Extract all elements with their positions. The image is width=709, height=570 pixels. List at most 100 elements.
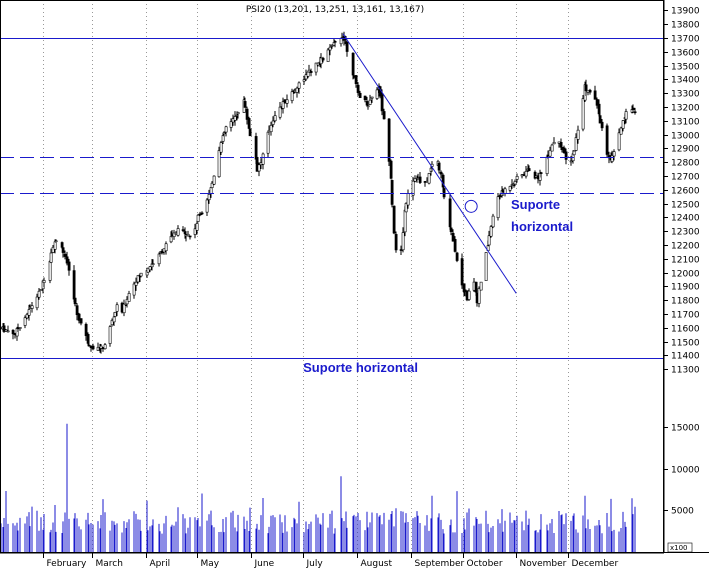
candle-body [442,188,446,198]
price-tick-label: 12600 [671,187,700,197]
candle-body [84,323,88,336]
candle-body [404,203,408,213]
candle-body [302,79,306,82]
candle-body [617,132,621,151]
candle-body [539,172,543,174]
candle-body [496,196,500,219]
candle-body [86,334,90,344]
trendline [342,33,517,294]
annotation-text: Suporte [511,197,560,212]
candle-body [278,106,282,118]
candle-body [233,116,237,121]
candle-body [595,99,599,106]
candle-body [345,42,349,52]
volume-panel [0,423,636,552]
candle-body [127,293,131,302]
candle-body [196,214,200,222]
month-label: June [254,559,275,569]
candle-body [460,258,464,286]
candle-body [108,326,112,344]
candle-body [363,95,367,101]
candle-body [183,231,187,235]
candle-body [103,344,107,350]
month-label: September [415,559,465,569]
candle-body [273,115,277,122]
candle-body [212,175,216,185]
support-resistance-lines [0,33,664,360]
candle-body [581,98,585,130]
candle-body [6,330,10,333]
candle-body [295,87,299,93]
month-label: October [467,559,503,569]
price-tick-label: 13100 [671,118,700,128]
month-label: August [361,559,393,569]
candle-body [351,52,355,76]
candle-body [221,135,225,142]
candle-body [37,290,41,298]
candle-body [113,312,117,317]
candle-body [290,91,294,101]
candle-body [186,233,190,237]
candle-body [198,213,202,216]
candle-body [413,178,417,182]
candle-body [297,82,301,89]
candle-body [285,99,289,104]
candle-body [23,317,27,326]
month-label: November [520,559,567,569]
candle-body [72,270,76,300]
candle-body [271,120,275,125]
candle-body [474,281,478,293]
candle-body [365,101,369,106]
smiley-marker [464,199,478,213]
candle-body [304,74,308,80]
candle-body [572,150,576,156]
candle-body [451,232,455,242]
candle-body [245,108,249,120]
month-label: March [96,559,123,569]
candle-body [314,62,318,73]
candle-body [110,320,114,326]
candle-body [455,252,459,261]
price-tick-label: 13700 [671,35,700,45]
candle-body [75,305,79,316]
candle-body [79,318,83,324]
candle-body [515,176,519,180]
candle-body [382,111,386,120]
candle-body [387,118,391,162]
candle-body [306,71,310,77]
candle-body [598,115,602,124]
candle-body [588,89,592,93]
candle-body [48,260,52,281]
candle-body [498,195,502,198]
candle-body [169,236,173,243]
candle-body [527,168,531,172]
candle-body [247,118,251,129]
candle-body [448,198,452,228]
candle-body [390,180,394,205]
candle-body [467,290,471,300]
volume-unit-label: x100 [670,544,688,552]
price-tick-label: 12300 [671,228,700,238]
candle-body [18,327,22,329]
plot-frame [0,0,664,554]
price-tick-label: 12800 [671,159,700,169]
candle-body [112,316,116,323]
candle-body [610,155,614,162]
price-tick-label: 12700 [671,173,700,183]
grid-layer [43,0,569,552]
candle-body [513,181,517,185]
annotation-text: Suporte horizontal [303,360,418,375]
price-panel [0,31,637,354]
price-tick-label: 13300 [671,90,700,100]
candle-body [30,305,34,309]
price-tick-label: 13200 [671,104,700,114]
volume-tick-label: 10000 [671,466,700,476]
candle-body [394,234,398,251]
candle-body [479,281,483,291]
candle-body [545,156,549,174]
candle-body [217,150,221,178]
price-tick-label: 13500 [671,63,700,73]
price-tick-label: 12900 [671,145,700,155]
candle-body [61,247,65,253]
price-tick-label: 12100 [671,256,700,266]
